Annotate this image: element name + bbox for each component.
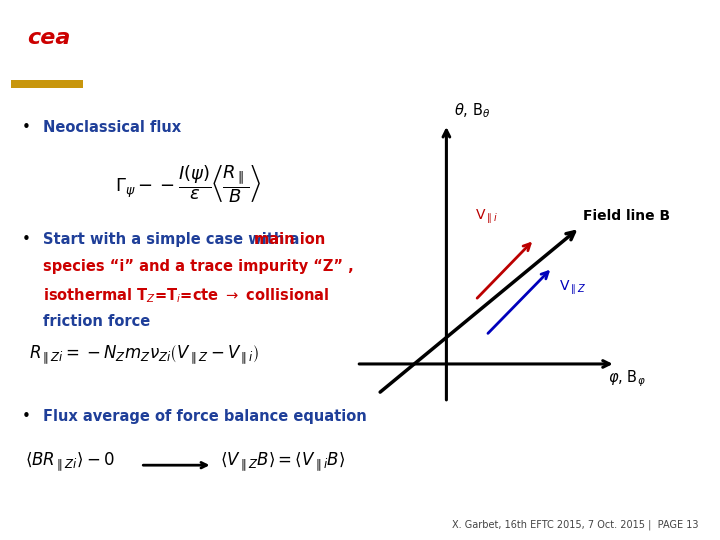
Text: •: • bbox=[22, 409, 30, 424]
Text: $\Gamma_{\psi} - -\dfrac{I(\psi)}{\epsilon}\left\langle\dfrac{R_{\parallel}}{B}\: $\Gamma_{\psi} - -\dfrac{I(\psi)}{\epsil… bbox=[115, 164, 261, 205]
Bar bbox=[11, 80, 83, 88]
Text: X. Garbet, 16th EFTC 2015, 7 Oct. 2015 |  PAGE 13: X. Garbet, 16th EFTC 2015, 7 Oct. 2015 |… bbox=[452, 520, 698, 530]
Text: cea: cea bbox=[27, 28, 71, 48]
Text: species “i” and a trace impurity “Z” ,: species “i” and a trace impurity “Z” , bbox=[43, 259, 354, 274]
Text: main ion: main ion bbox=[254, 232, 325, 247]
Text: V$_{\parallel Z}$: V$_{\parallel Z}$ bbox=[559, 279, 587, 297]
Text: V$_{\parallel i}$: V$_{\parallel i}$ bbox=[475, 208, 498, 226]
Text: Flux average of force balance equation: Flux average of force balance equation bbox=[43, 409, 367, 424]
Text: •: • bbox=[22, 232, 30, 247]
Text: friction force: friction force bbox=[294, 68, 426, 86]
Text: $\langle V_{\parallel Z}B\rangle = \langle V_{\parallel i}B\rangle$: $\langle V_{\parallel Z}B\rangle = \lang… bbox=[220, 450, 345, 472]
Text: Neoclassical fluxes are related to parallel: Neoclassical fluxes are related to paral… bbox=[150, 36, 570, 54]
Text: $\theta$, B$_\theta$: $\theta$, B$_\theta$ bbox=[454, 101, 490, 120]
Text: •: • bbox=[22, 120, 30, 134]
Text: Start with a simple case with a: Start with a simple case with a bbox=[43, 232, 305, 247]
FancyBboxPatch shape bbox=[0, 7, 97, 93]
Text: $\varphi$, B$_\varphi$: $\varphi$, B$_\varphi$ bbox=[608, 368, 645, 389]
Text: $\langle BR_{\parallel Zi}\rangle - 0$: $\langle BR_{\parallel Zi}\rangle - 0$ bbox=[25, 450, 115, 472]
Text: Neoclassical flux: Neoclassical flux bbox=[43, 120, 181, 134]
Text: $R_{\parallel Zi} = -N_Z m_Z \nu_{Zi}\left(V_{\parallel Z} - V_{\parallel i}\rig: $R_{\parallel Zi} = -N_Z m_Z \nu_{Zi}\le… bbox=[29, 343, 259, 366]
Text: friction force: friction force bbox=[43, 314, 150, 329]
Text: isothermal T$_Z$=T$_i$=cte $\rightarrow$ collisional: isothermal T$_Z$=T$_i$=cte $\rightarrow$… bbox=[43, 287, 330, 305]
Text: Field line B: Field line B bbox=[583, 209, 670, 223]
